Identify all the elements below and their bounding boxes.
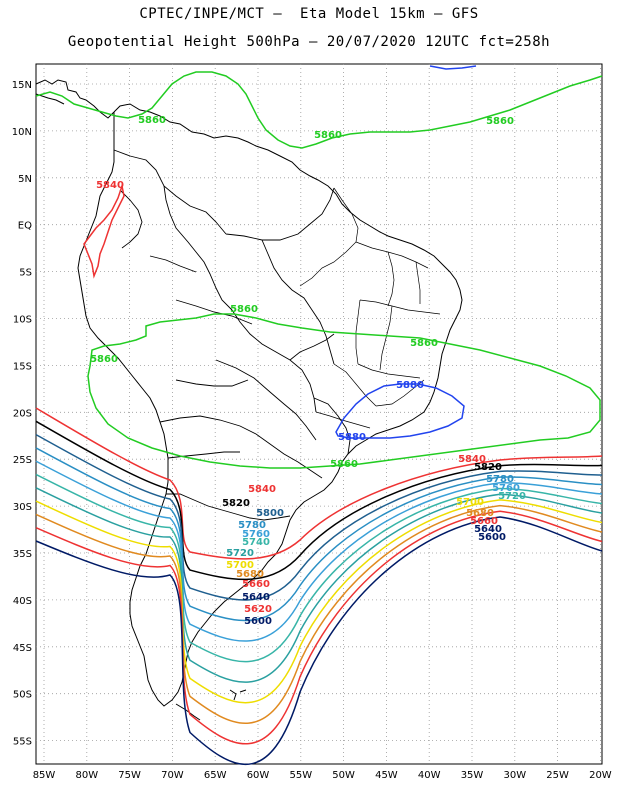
contour-5860-north bbox=[35, 71, 603, 149]
contour-label: 5600 bbox=[478, 532, 506, 543]
contour-label: 5860 bbox=[486, 116, 514, 127]
lat-tick-label: EQ bbox=[18, 221, 32, 232]
contour-label: 5860 bbox=[330, 459, 358, 470]
lon-tick-label: 35W bbox=[461, 770, 484, 781]
contour-5780 bbox=[35, 447, 603, 622]
contour-5820 bbox=[35, 420, 603, 581]
contour-label: 5860 bbox=[230, 304, 258, 315]
contour-5800 bbox=[35, 433, 603, 601]
contour-label: 5860 bbox=[314, 130, 342, 141]
contour-label: 5780 bbox=[486, 474, 514, 485]
lat-tick-label: 35S bbox=[13, 549, 32, 560]
lon-tick-label: 55W bbox=[289, 770, 312, 781]
contour-5640 bbox=[35, 516, 603, 766]
lat-tick-label: 40S bbox=[13, 596, 32, 607]
contour-label: 5700 bbox=[226, 560, 254, 571]
lon-tick-labels: 85W 80W 75W 70W 65W 60W 55W 50W 45W 40W 35W 30W 25W 2… bbox=[33, 770, 612, 781]
lat-tick-label: 15S bbox=[13, 361, 32, 372]
contour-label: 5840 bbox=[96, 180, 124, 191]
contour-label: 5760 bbox=[242, 529, 270, 540]
lon-tick-label: 30W bbox=[503, 770, 526, 781]
lat-tick-label: 25S bbox=[13, 455, 32, 466]
contour-label: 5820 bbox=[222, 498, 250, 509]
contour-label: 5880 bbox=[338, 432, 366, 443]
lat-tick-label: 45S bbox=[13, 643, 32, 654]
contour-5880-loop bbox=[335, 383, 465, 439]
contour-5760 bbox=[35, 460, 603, 642]
lon-tick-label: 65W bbox=[204, 770, 227, 781]
lon-tick-label: 40W bbox=[418, 770, 441, 781]
contour-label: 5840 bbox=[458, 454, 486, 465]
contour-lines bbox=[35, 65, 603, 469]
southern-contour-band bbox=[35, 407, 603, 766]
contour-label: 5640 bbox=[242, 592, 270, 603]
contour-5680 bbox=[35, 504, 603, 724]
contour-label: 5800 bbox=[256, 508, 284, 519]
lat-tick-label: 20S bbox=[13, 408, 32, 419]
lon-tick-label: 75W bbox=[118, 770, 141, 781]
lat-tick-label: 5S bbox=[19, 268, 32, 279]
lat-tick-label: 55S bbox=[13, 737, 32, 748]
lat-tick-label: 5N bbox=[18, 174, 32, 185]
yucatan-coast bbox=[35, 93, 65, 105]
contour-label: 5660 bbox=[242, 579, 270, 590]
contour-5700 bbox=[35, 499, 603, 704]
south-america-coast bbox=[77, 103, 463, 707]
lon-tick-label: 85W bbox=[33, 770, 56, 781]
map-title-line2: Geopotential Height 500hPa – 20/07/2020 … bbox=[67, 34, 551, 50]
lon-tick-label: 60W bbox=[247, 770, 270, 781]
lon-tick-label: 20W bbox=[589, 770, 612, 781]
plot-border bbox=[35, 63, 603, 765]
lat-tick-label: 50S bbox=[13, 690, 32, 701]
contour-label: 5600 bbox=[244, 616, 272, 627]
contour-label: 5840 bbox=[248, 484, 276, 495]
contour-label: 5680 bbox=[466, 508, 494, 519]
contour-5660 bbox=[35, 510, 603, 745]
contour-5880-top bbox=[429, 65, 477, 70]
lat-lon-grid bbox=[36, 64, 602, 764]
contour-label: 5860 bbox=[410, 338, 438, 349]
contour-label: 5720 bbox=[226, 548, 254, 559]
contour-label: 5620 bbox=[244, 604, 272, 615]
contour-label: 5860 bbox=[138, 115, 166, 126]
map-title-line1: CPTEC/INPE/MCT – Eta Model 15km – GFS bbox=[139, 6, 479, 22]
lon-tick-label: 50W bbox=[332, 770, 355, 781]
islands bbox=[229, 689, 247, 701]
state-borders bbox=[299, 187, 441, 429]
contour-label: 5700 bbox=[456, 497, 484, 508]
lon-tick-label: 80W bbox=[75, 770, 98, 781]
contour-labels: 5860 5860 5860 5840 5860 5860 5860 5880 5880 5860… bbox=[90, 115, 526, 627]
lat-tick-label: 30S bbox=[13, 502, 32, 513]
lat-tick-label: 10S bbox=[13, 315, 32, 326]
contour-label: 5820 bbox=[474, 462, 502, 473]
contour-label: 5780 bbox=[238, 520, 266, 531]
contour-label: 5760 bbox=[492, 483, 520, 494]
contour-5840-ecuador bbox=[83, 183, 125, 279]
contour-label: 5680 bbox=[236, 569, 264, 580]
contour-label: 5640 bbox=[474, 524, 502, 535]
contour-label: 5860 bbox=[90, 354, 118, 365]
contour-label: 5720 bbox=[498, 491, 526, 502]
lat-tick-labels: 15N 10N 5N EQ 5S 10S 15S 20S 25S 30S 35S 40S 45S 50S 5… bbox=[12, 80, 32, 748]
lon-tick-label: 25W bbox=[546, 770, 569, 781]
contour-label: 5740 bbox=[242, 537, 270, 548]
contour-5720 bbox=[35, 487, 603, 683]
contour-label: 5660 bbox=[470, 516, 498, 527]
lat-tick-label: 10N bbox=[12, 127, 32, 138]
lon-tick-label: 70W bbox=[161, 770, 184, 781]
lat-tick-label: 15N bbox=[12, 80, 32, 91]
contour-5840 bbox=[35, 407, 603, 560]
contour-5740 bbox=[35, 473, 603, 663]
contour-label: 5880 bbox=[396, 380, 424, 391]
contour-5860-central bbox=[87, 313, 601, 469]
lon-tick-label: 45W bbox=[375, 770, 398, 781]
